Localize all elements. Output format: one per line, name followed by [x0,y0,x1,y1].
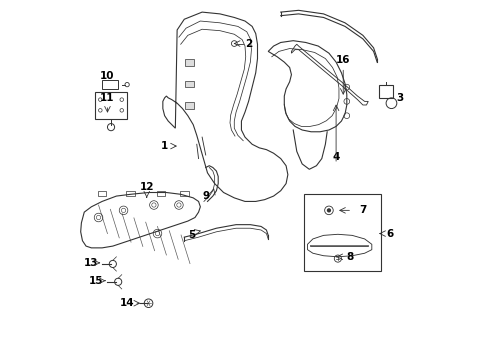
Text: 14: 14 [120,298,134,308]
Text: 10: 10 [100,71,115,81]
Text: 5: 5 [188,230,195,240]
Bar [157,191,165,196]
Text: 9: 9 [202,191,209,201]
Bar [180,191,189,196]
Text: 8: 8 [347,252,354,262]
Text: 11: 11 [100,93,115,103]
Text: 12: 12 [140,182,154,192]
Bar [304,194,381,271]
Bar [95,93,127,119]
Bar [185,102,194,109]
Text: 6: 6 [386,229,393,239]
Text: 13: 13 [83,258,98,268]
Bar [185,59,194,66]
Text: 3: 3 [397,93,404,103]
Text: 16: 16 [336,55,350,65]
Text: 1: 1 [161,141,168,151]
Bar [379,85,393,98]
Text: 2: 2 [245,39,252,49]
Text: 15: 15 [89,276,103,286]
Circle shape [327,208,331,212]
Bar [185,81,194,87]
Bar [126,191,135,196]
Bar [98,191,106,196]
Text: 4: 4 [332,152,340,162]
Bar [102,80,118,89]
Text: 7: 7 [359,205,367,215]
